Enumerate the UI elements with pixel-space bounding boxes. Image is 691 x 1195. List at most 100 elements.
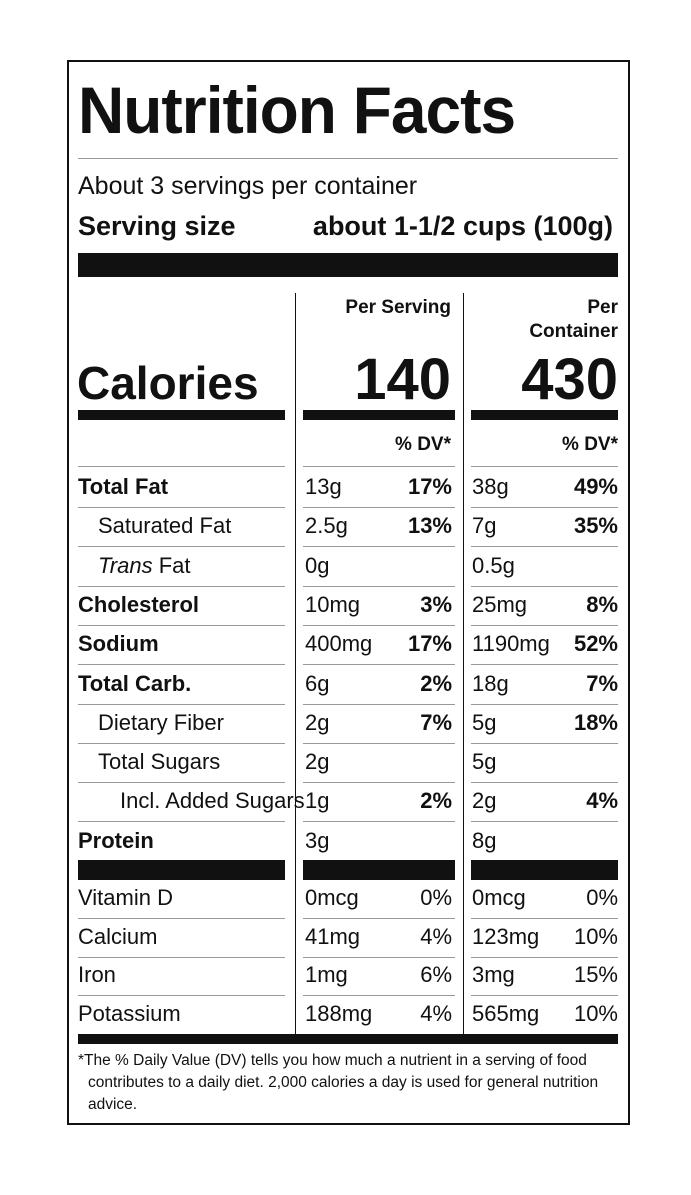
container-dv: 10% <box>573 1000 618 1026</box>
serving-amount: 0mcg <box>305 885 359 910</box>
row-divider <box>303 995 455 996</box>
container-amount: 123mg <box>472 923 540 949</box>
row-divider <box>303 624 455 626</box>
nutrient-name-text: Protein <box>78 827 154 853</box>
serving-amount: 10mg <box>305 591 361 617</box>
row-divider <box>471 703 618 705</box>
serving-amount: 1g <box>305 788 330 814</box>
nutrient-name-text: Cholesterol <box>78 591 200 617</box>
container-amount: 5g <box>472 749 497 775</box>
container-dv: 0% <box>586 885 618 910</box>
row-divider <box>78 703 285 705</box>
serving-dv: 2% <box>420 670 452 696</box>
nutrient-name-text: Total Carb. <box>78 670 192 696</box>
serving-amount: 400mg <box>305 631 373 657</box>
dv-header: % DV* <box>395 434 451 455</box>
serving-amount: 3g <box>305 827 330 853</box>
nutrient-name: Total Sugars <box>98 748 220 776</box>
container-dv: 10% <box>573 923 618 949</box>
nutrient-name: Incl. Added Sugars <box>120 787 305 815</box>
row-divider <box>471 918 618 919</box>
row-divider <box>78 585 285 587</box>
dv-header: % DV* <box>562 434 618 455</box>
container-amount: 565mg <box>472 1000 540 1026</box>
row-divider <box>303 956 455 958</box>
serving-amount: 188mg <box>305 1000 373 1026</box>
row-divider <box>303 742 455 744</box>
column-header: Per Container <box>529 297 618 342</box>
serving-amount: 13g <box>305 474 342 499</box>
serving-size: about 1-1/2 cups (100g) <box>312 211 613 241</box>
row-divider <box>78 918 285 919</box>
nutrient-name-text: Incl. Added Sugars <box>120 788 305 814</box>
serving-dv: 3% <box>420 591 452 617</box>
thick-bar <box>303 410 455 420</box>
container-amount: 8g <box>472 827 497 853</box>
container-amount: 7g <box>472 513 497 539</box>
container-dv: 49% <box>573 474 618 499</box>
serving-dv: 4% <box>420 923 452 949</box>
container-dv: 15% <box>573 962 618 987</box>
thick-bar <box>78 410 285 420</box>
thick-bar <box>471 860 618 880</box>
servings: About 3 servings per container <box>78 172 418 200</box>
row-divider <box>303 585 455 587</box>
serving-amount: 6g <box>305 670 330 696</box>
row-divider <box>78 466 285 467</box>
row-divider <box>471 742 618 744</box>
row-divider <box>303 918 455 919</box>
container-dv: 18% <box>573 709 618 735</box>
container-dv: 35% <box>573 513 618 539</box>
container-amount: 18g <box>472 670 509 696</box>
nutrient-name: Trans Fat <box>98 552 191 580</box>
serving-amount: 2g <box>305 749 330 775</box>
row-divider <box>471 624 618 626</box>
serving-amount: 1mg <box>305 962 348 987</box>
thick-bar <box>78 253 618 277</box>
nutrient-name: Calcium <box>78 923 157 951</box>
row-divider <box>303 782 455 784</box>
serving-dv: 4% <box>420 1000 452 1026</box>
calories-value: 140 <box>354 347 451 412</box>
calories-label: Calories <box>77 357 259 409</box>
serving-dv: 17% <box>407 474 452 499</box>
row-divider <box>78 821 285 823</box>
footnote: *The % Daily Value (DV) tells you how mu… <box>78 1052 599 1113</box>
nutrient-name-text: Vitamin D <box>78 885 173 910</box>
row-divider <box>303 703 455 705</box>
serving-dv: 0% <box>420 885 452 910</box>
row-divider <box>78 624 285 626</box>
serving-dv: 2% <box>420 788 452 814</box>
container-amount: 5g <box>472 709 497 735</box>
row-divider <box>303 821 455 823</box>
column-divider <box>295 293 296 1035</box>
row-divider <box>471 546 618 548</box>
serving-dv: 17% <box>407 631 452 657</box>
serving-amount: 2.5g <box>305 513 348 539</box>
serving-size-label: Serving size <box>78 211 236 241</box>
container-amount: 0mcg <box>472 885 526 910</box>
serving-amount: 0g <box>305 552 330 578</box>
serving-dv: 13% <box>407 513 452 539</box>
thick-bar <box>303 860 455 880</box>
container-dv: 4% <box>586 788 618 814</box>
row-divider <box>303 466 455 467</box>
thick-bar <box>78 860 285 880</box>
nutrient-name-text: Dietary Fiber <box>98 709 224 735</box>
nutrient-name: Dietary Fiber <box>98 709 224 737</box>
nutrient-name: Total Fat <box>78 473 168 501</box>
serving-dv: 6% <box>420 962 452 987</box>
row-divider <box>471 782 618 784</box>
row-divider <box>303 546 455 548</box>
nutrient-name-text: Sodium <box>78 631 159 657</box>
thick-bar <box>471 410 618 420</box>
container-amount: 38g <box>472 474 509 499</box>
row-divider <box>471 507 618 508</box>
nutrient-name: Potassium <box>78 1000 181 1028</box>
row-divider <box>471 664 618 666</box>
row-divider <box>303 664 455 666</box>
nutrient-name: Total Carb. <box>78 670 191 698</box>
title: Nutrition Facts <box>78 73 516 147</box>
nutrient-name: Vitamin D <box>78 884 173 912</box>
